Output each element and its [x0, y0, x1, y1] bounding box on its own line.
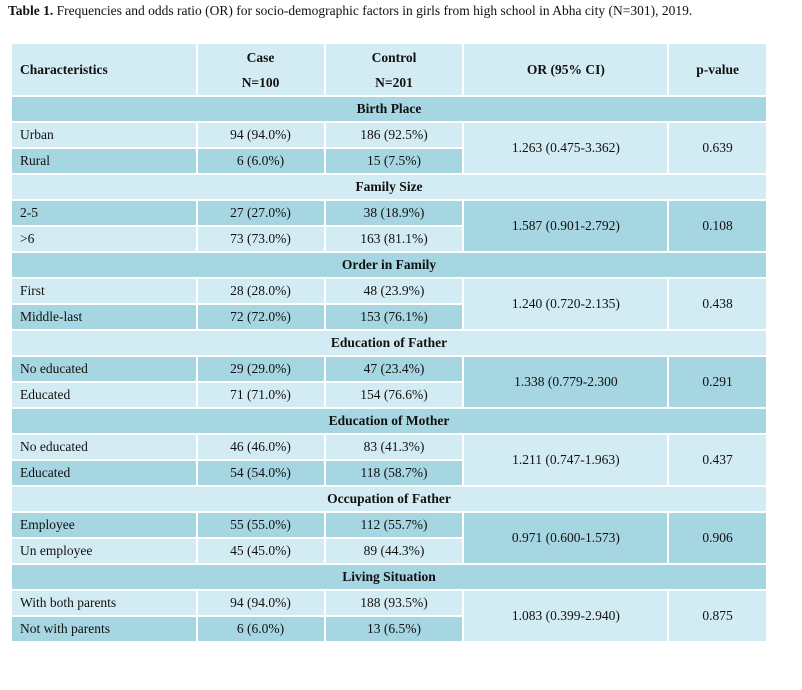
count-cell: 15 (7.5%)	[323, 147, 465, 175]
section-title: Education of Mother	[10, 407, 768, 435]
label-cell: Educated	[10, 381, 198, 409]
count-cell: 6 (6.0%)	[195, 615, 326, 643]
data-row: 2-5 27 (27.0%) 38 (18.9%) 1.587 (0.901-2.79…	[10, 199, 768, 253]
header-text: Control	[371, 49, 417, 65]
header-cell: Characteristics	[10, 42, 198, 97]
label-cell: Employee	[10, 511, 198, 539]
data-row: With both parents 94 (94.0%) 188 (93.5%) 1.…	[10, 589, 768, 643]
label-cell: With both parents	[10, 589, 198, 617]
section-row: Order in Family	[10, 251, 768, 279]
label-cell: Rural	[10, 147, 198, 175]
header-text: p-value	[696, 62, 739, 77]
count-cell: 28 (28.0%)	[195, 277, 326, 305]
or-cell: 1.338 (0.779-2.300	[462, 355, 670, 409]
p-cell: 0.639	[667, 121, 768, 175]
p-cell: 0.438	[667, 277, 768, 331]
count-cell: 13 (6.5%)	[323, 615, 465, 643]
section-row: Education of Mother	[10, 407, 768, 435]
count-cell: 48 (23.9%)	[323, 277, 465, 305]
caption-label: Table 1.	[8, 3, 54, 18]
count-cell: 186 (92.5%)	[323, 121, 465, 149]
count-cell: 94 (94.0%)	[195, 589, 326, 617]
header-row: Characteristics Case N=100 Control N=201 OR (…	[10, 42, 768, 97]
label-cell: First	[10, 277, 198, 305]
count-cell: 89 (44.3%)	[323, 537, 465, 565]
data-row: No educated 29 (29.0%) 47 (23.4%) 1.338 (0.…	[10, 355, 768, 409]
caption-text: Frequencies and odds ratio (OR) for soci…	[56, 3, 693, 18]
data-row: No educated 46 (46.0%) 83 (41.3%) 1.211 (0.…	[10, 433, 768, 487]
section-title: Occupation of Father	[10, 485, 768, 513]
label-cell: Educated	[10, 459, 198, 487]
count-cell: 83 (41.3%)	[323, 433, 465, 461]
count-cell: 154 (76.6%)	[323, 381, 465, 409]
count-cell: 72 (72.0%)	[195, 303, 326, 331]
section-row: Living Situation	[10, 563, 768, 591]
count-cell: 94 (94.0%)	[195, 121, 326, 149]
data-row: First 28 (28.0%) 48 (23.9%) 1.240 (0.720-2.…	[10, 277, 768, 331]
label-cell: Not with parents	[10, 615, 198, 643]
table: Characteristics Case N=100 Control N=201 OR (…	[10, 42, 768, 643]
header-text: N=100	[241, 74, 280, 90]
or-cell: 1.083 (0.399-2.940)	[462, 589, 670, 643]
header-text: Characteristics	[20, 62, 108, 77]
header-cell: Control N=201	[323, 42, 465, 97]
count-cell: 188 (93.5%)	[323, 589, 465, 617]
section-title: Order in Family	[10, 251, 768, 279]
count-cell: 71 (71.0%)	[195, 381, 326, 409]
data-row: Urban 94 (94.0%) 186 (92.5%) 1.263 (0.475-3…	[10, 121, 768, 175]
caption: Table 1. Frequencies and odds ratio (OR)…	[8, 2, 776, 19]
label-cell: Middle-last	[10, 303, 198, 331]
header-cell: OR (95% CI)	[462, 42, 670, 97]
p-cell: 0.906	[667, 511, 768, 565]
count-cell: 112 (55.7%)	[323, 511, 465, 539]
section-row: Birth Place	[10, 95, 768, 123]
section-row: Education of Father	[10, 329, 768, 357]
or-cell: 1.240 (0.720-2.135)	[462, 277, 670, 331]
count-cell: 45 (45.0%)	[195, 537, 326, 565]
label-cell: No educated	[10, 355, 198, 383]
header-cell: p-value	[667, 42, 768, 97]
section-title: Family Size	[10, 173, 768, 201]
header-text: N=201	[375, 74, 413, 90]
count-cell: 6 (6.0%)	[195, 147, 326, 175]
p-cell: 0.108	[667, 199, 768, 253]
count-cell: 38 (18.9%)	[323, 199, 465, 227]
label-cell: 2-5	[10, 199, 198, 227]
count-cell: 163 (81.1%)	[323, 225, 465, 253]
p-cell: 0.437	[667, 433, 768, 487]
count-cell: 46 (46.0%)	[195, 433, 326, 461]
p-cell: 0.291	[667, 355, 768, 409]
count-cell: 118 (58.7%)	[323, 459, 465, 487]
or-cell: 0.971 (0.600-1.573)	[462, 511, 670, 565]
or-cell: 1.587 (0.901-2.792)	[462, 199, 670, 253]
p-cell: 0.875	[667, 589, 768, 643]
or-cell: 1.263 (0.475-3.362)	[462, 121, 670, 175]
section-title: Education of Father	[10, 329, 768, 357]
count-cell: 54 (54.0%)	[195, 459, 326, 487]
count-cell: 27 (27.0%)	[195, 199, 326, 227]
header-cell: Case N=100	[195, 42, 326, 97]
label-cell: >6	[10, 225, 198, 253]
label-cell: Un employee	[10, 537, 198, 565]
count-cell: 29 (29.0%)	[195, 355, 326, 383]
label-cell: Urban	[10, 121, 198, 149]
count-cell: 55 (55.0%)	[195, 511, 326, 539]
count-cell: 73 (73.0%)	[195, 225, 326, 253]
data-row: Employee 55 (55.0%) 112 (55.7%) 0.971 (0.60…	[10, 511, 768, 565]
header-text: OR (95% CI)	[526, 62, 605, 77]
section-title: Living Situation	[10, 563, 768, 591]
label-cell: No educated	[10, 433, 198, 461]
or-cell: 1.211 (0.747-1.963)	[462, 433, 670, 487]
header-text: Case	[246, 49, 275, 65]
section-row: Family Size	[10, 173, 768, 201]
section-row: Occupation of Father	[10, 485, 768, 513]
data-row: Not with parents 6 (6.0%) 13 (6.5%)	[10, 615, 767, 643]
count-cell: 47 (23.4%)	[323, 355, 465, 383]
section-title: Birth Place	[10, 95, 768, 123]
count-cell: 153 (76.1%)	[323, 303, 465, 331]
